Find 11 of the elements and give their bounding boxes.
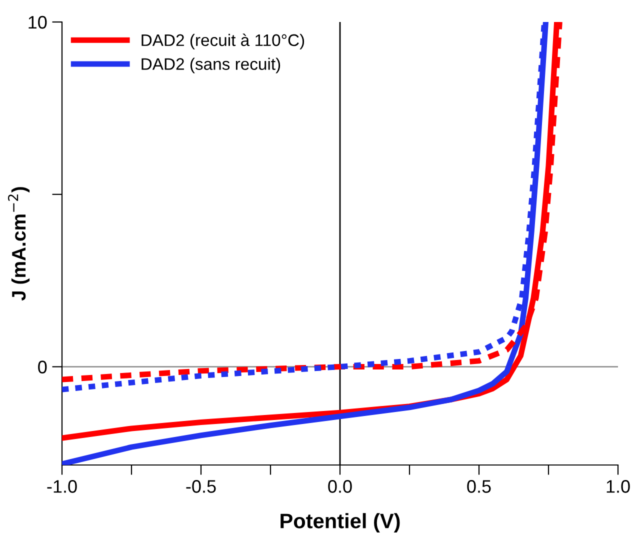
y-tick-label: 0 [38,360,47,374]
legend-label: DAD2 (recuit à 110°C) [142,34,304,50]
y-tick-label: 10 [28,16,47,29]
x-tick-label: 0.5 [467,480,491,493]
x-tick-label: 1.0 [606,480,630,493]
x-tick-label: -0.5 [186,480,216,493]
y-axis-title: J (mA.cm$^{−2}$) [8,187,30,301]
x-axis-title: Potentiel (V) [280,513,400,532]
legend-label: DAD2 (sans recuit) [142,58,280,74]
x-tick-label: 0.0 [328,480,352,493]
x-tick-label: -1.0 [47,480,77,493]
